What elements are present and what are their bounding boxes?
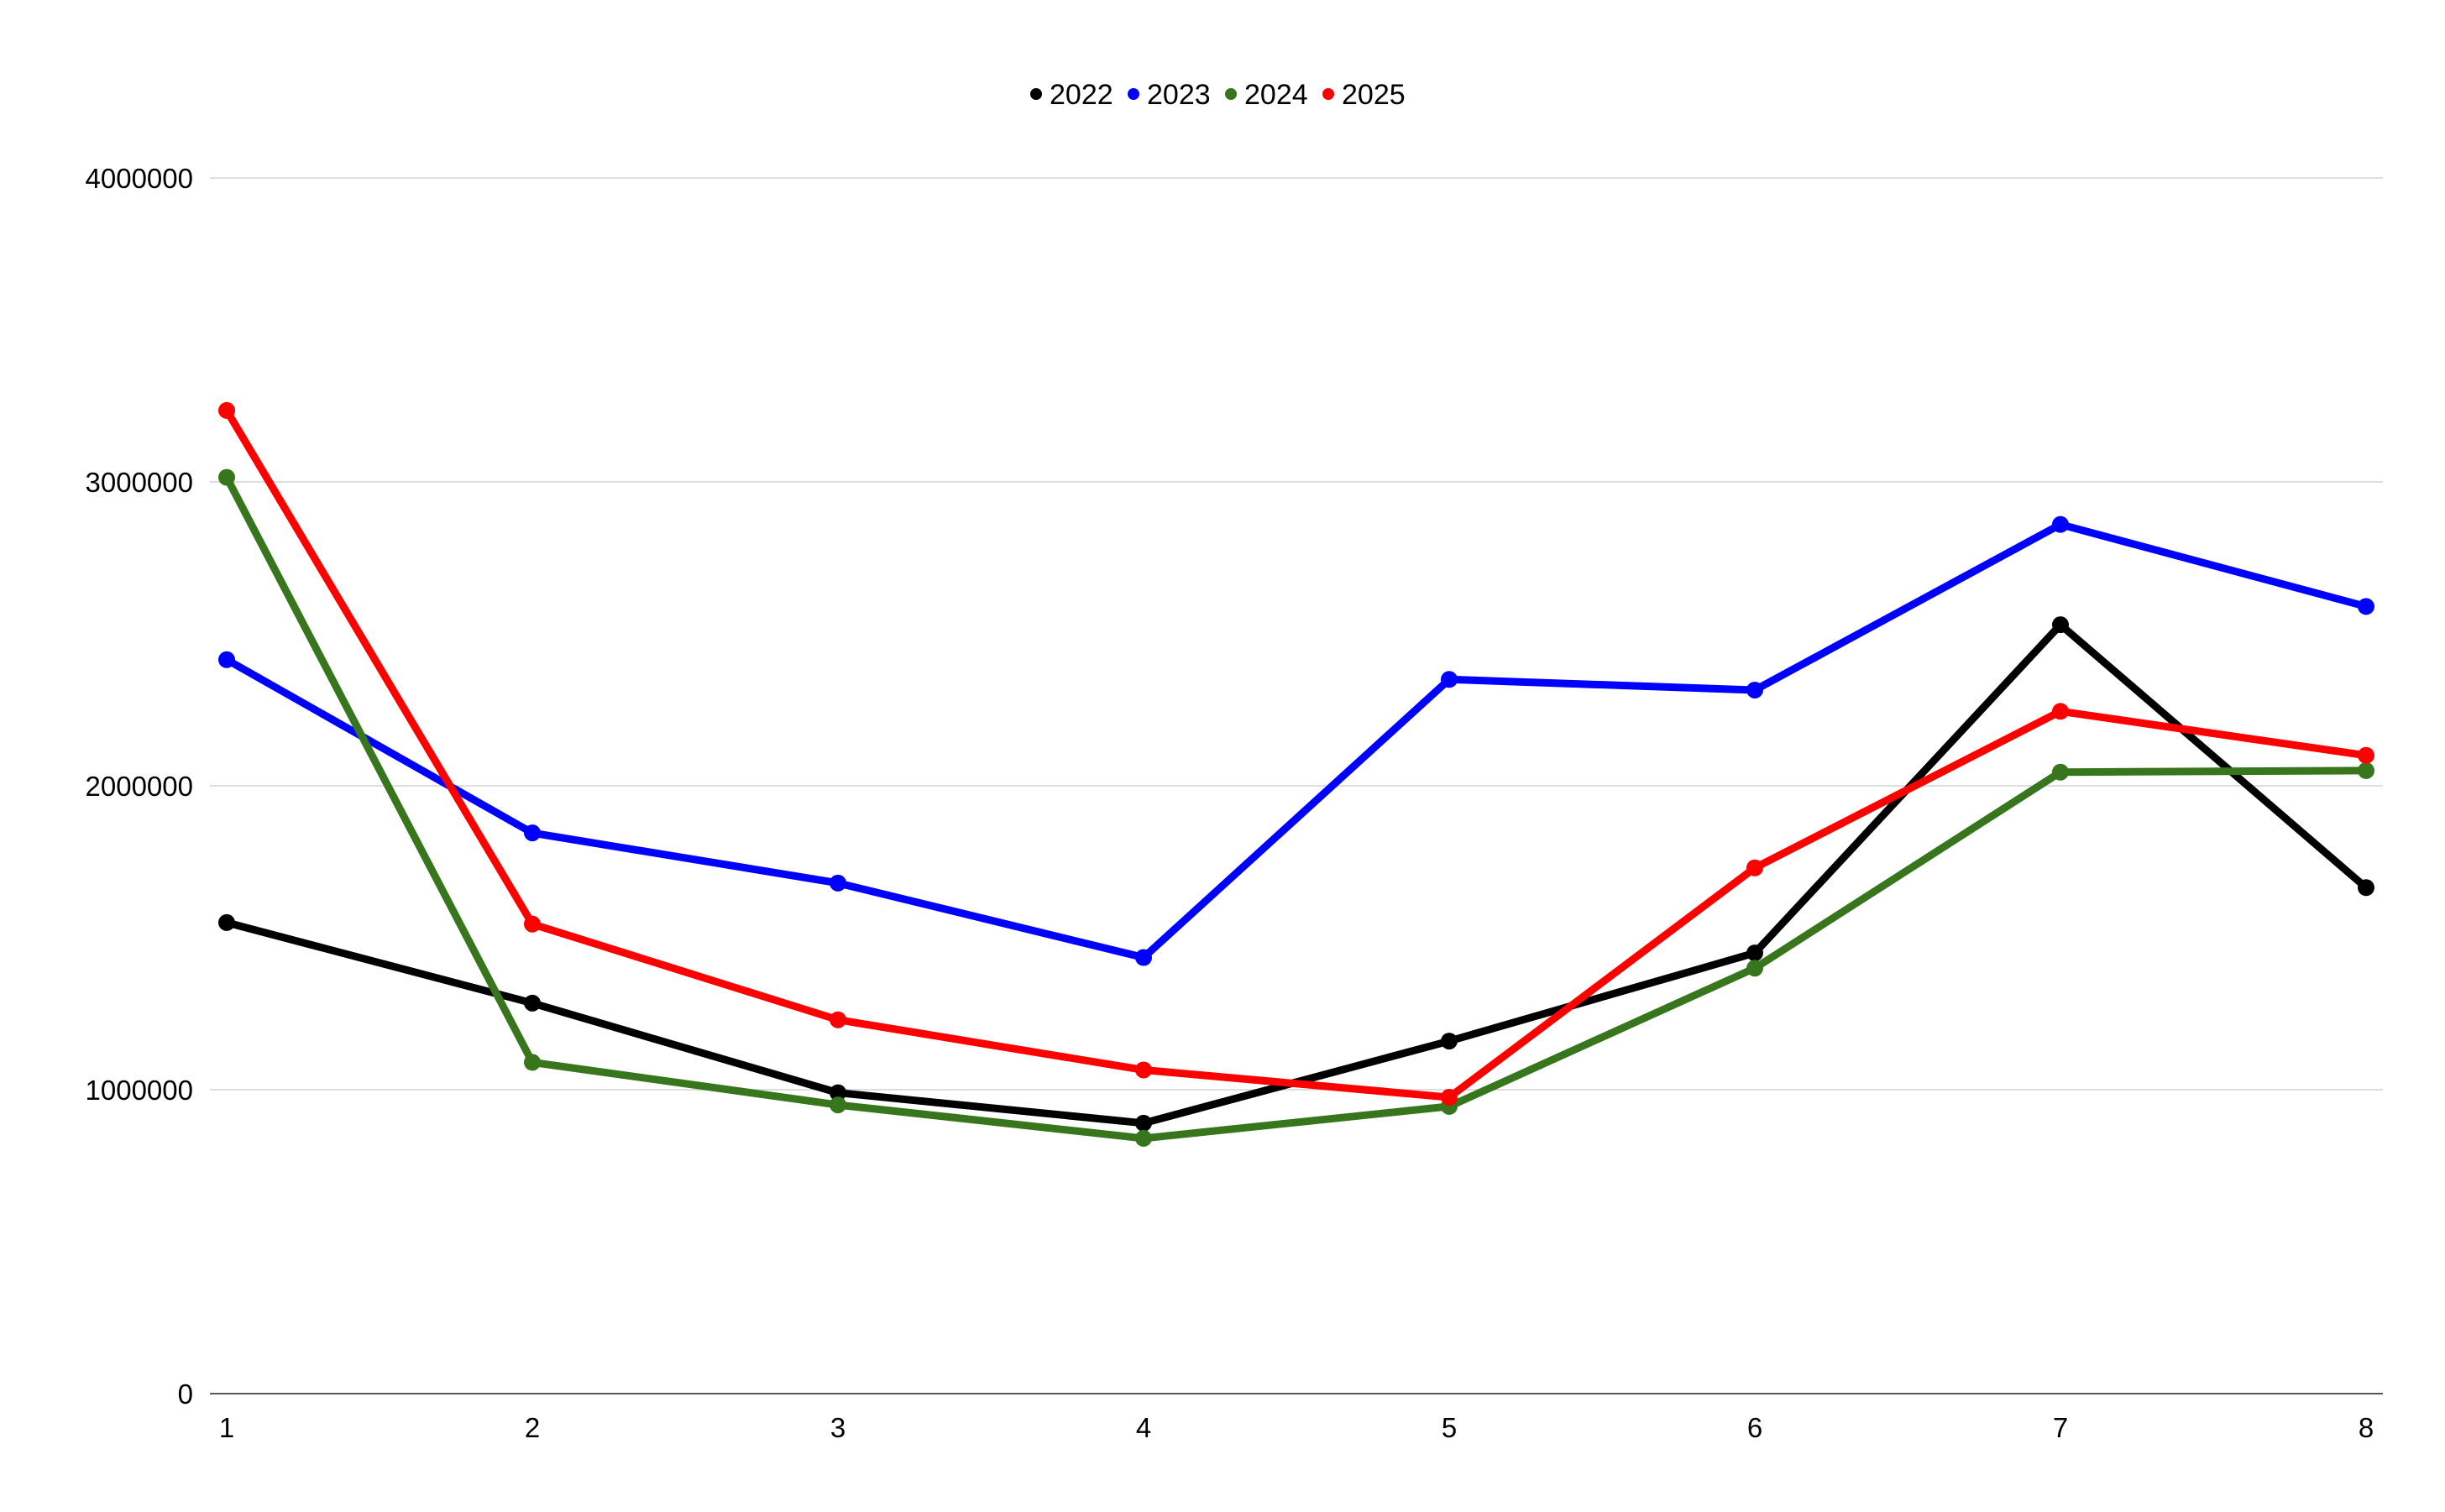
y-tick-label: 4000000 bbox=[86, 163, 193, 194]
series-2024 bbox=[218, 468, 2374, 1147]
data-point bbox=[2052, 616, 2069, 634]
legend-item: 2024 bbox=[1225, 79, 1308, 111]
series-2025 bbox=[218, 401, 2374, 1107]
data-point bbox=[1135, 1114, 1152, 1132]
x-tick-label: 1 bbox=[219, 1412, 234, 1443]
y-tick-label: 3000000 bbox=[86, 467, 193, 498]
series-2023 bbox=[218, 515, 2374, 966]
data-point bbox=[1135, 949, 1152, 966]
data-point bbox=[2052, 515, 2069, 533]
legend-marker bbox=[1030, 88, 1042, 100]
legend-marker bbox=[1128, 88, 1139, 100]
data-point bbox=[2052, 703, 2069, 720]
data-point bbox=[1135, 1129, 1152, 1147]
series-line bbox=[223, 521, 2370, 962]
legend-label: 2025 bbox=[1342, 79, 1406, 111]
data-point bbox=[830, 874, 846, 892]
legend-marker bbox=[1322, 88, 1334, 100]
legend-item: 2022 bbox=[1030, 79, 1113, 111]
x-tick-label: 5 bbox=[1442, 1412, 1457, 1443]
data-point bbox=[524, 915, 541, 933]
legend-label: 2024 bbox=[1244, 79, 1308, 111]
data-point bbox=[524, 994, 541, 1012]
data-point bbox=[218, 651, 235, 668]
x-tick-label: 7 bbox=[2053, 1412, 2068, 1443]
y-tick-label: 0 bbox=[178, 1379, 193, 1410]
data-point bbox=[2358, 761, 2374, 779]
data-point bbox=[524, 1054, 541, 1071]
data-point bbox=[1441, 1089, 1458, 1107]
series-2022 bbox=[218, 616, 2374, 1132]
series-line bbox=[223, 473, 2370, 1143]
data-point bbox=[830, 1096, 846, 1114]
legend-label: 2023 bbox=[1147, 79, 1211, 111]
data-point bbox=[218, 468, 235, 486]
x-tick-label: 2 bbox=[525, 1412, 540, 1443]
data-point bbox=[1746, 944, 1763, 962]
legend-label: 2022 bbox=[1050, 79, 1113, 111]
data-point bbox=[1746, 859, 1763, 876]
data-point bbox=[1441, 1033, 1458, 1050]
data-point bbox=[830, 1084, 846, 1101]
legend-item: 2023 bbox=[1128, 79, 1211, 111]
data-point bbox=[2358, 879, 2374, 897]
x-tick-label: 4 bbox=[1136, 1412, 1151, 1443]
legend-marker bbox=[1225, 88, 1237, 100]
data-point bbox=[2358, 598, 2374, 615]
legend: 2022 2023 2024 2025 bbox=[1030, 79, 1406, 111]
legend-item: 2025 bbox=[1322, 79, 1406, 111]
data-point bbox=[218, 401, 235, 419]
data-point bbox=[1135, 1061, 1152, 1079]
x-tick-label: 6 bbox=[1747, 1412, 1762, 1443]
axes: 0 1000000 2000000 3000000 4000000 1 2 3 4 5 6 7 8 bbox=[86, 163, 2383, 1443]
series-line bbox=[223, 406, 2370, 1101]
y-tick-label: 1000000 bbox=[86, 1075, 193, 1106]
data-point bbox=[1441, 671, 1458, 688]
data-point bbox=[1746, 960, 1763, 977]
x-tick-label: 3 bbox=[830, 1412, 846, 1443]
series-line bbox=[223, 620, 2370, 1127]
data-point bbox=[1746, 681, 1763, 698]
series-lines bbox=[218, 401, 2374, 1147]
gridlines bbox=[210, 177, 2383, 1091]
data-point bbox=[218, 913, 235, 931]
data-point bbox=[524, 824, 541, 842]
data-point bbox=[830, 1011, 846, 1028]
x-tick-label: 8 bbox=[2359, 1412, 2374, 1443]
data-point bbox=[2052, 763, 2069, 781]
y-tick-label: 2000000 bbox=[86, 771, 193, 802]
data-point bbox=[2358, 746, 2374, 764]
